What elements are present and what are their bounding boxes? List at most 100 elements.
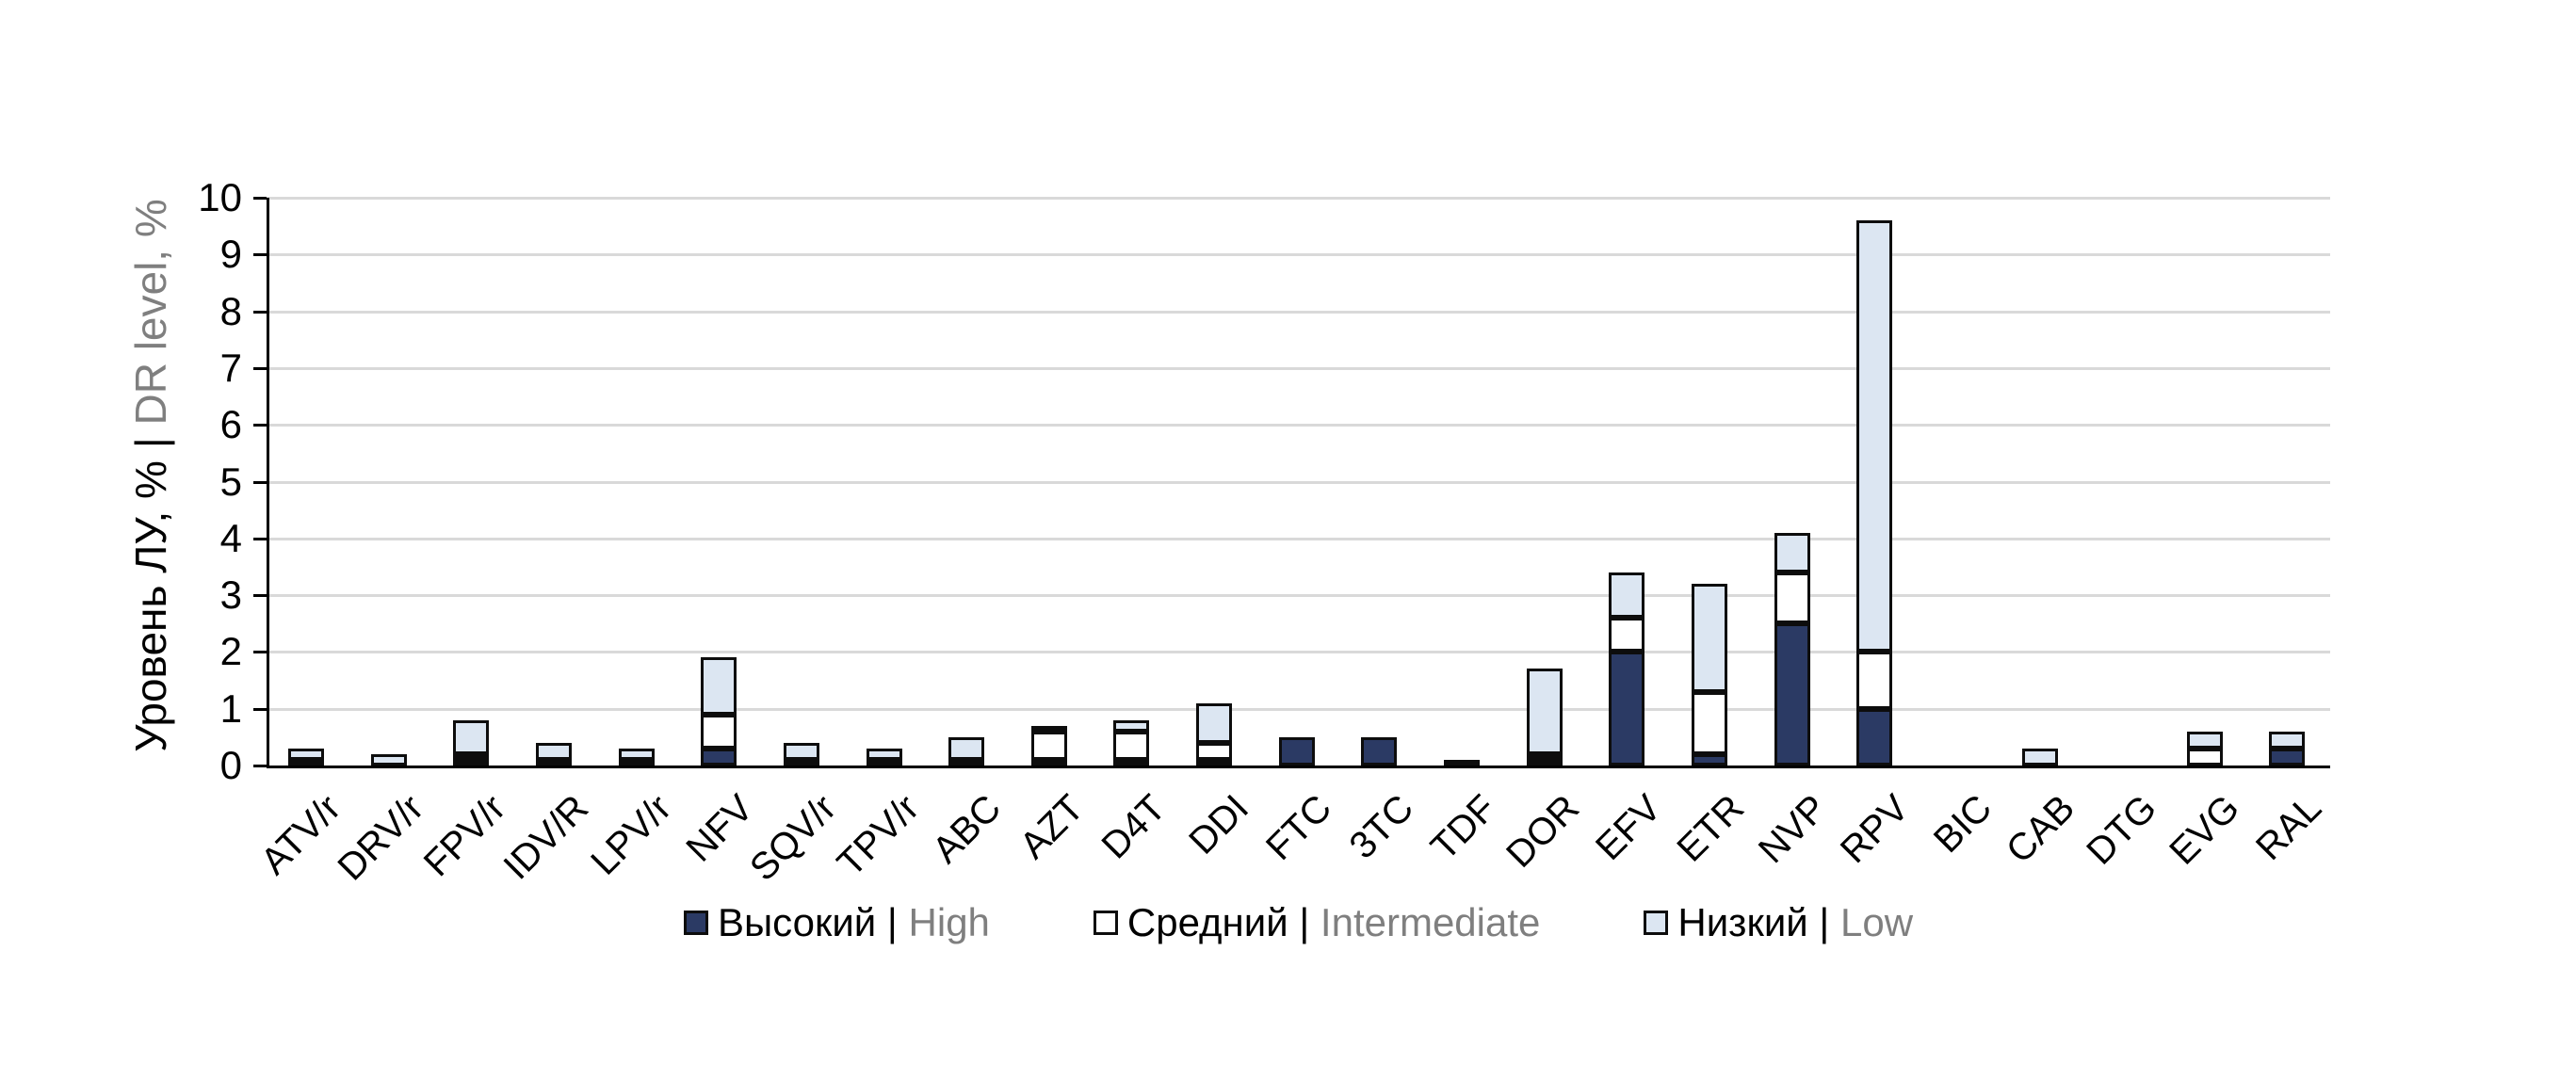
legend-label-en: High [908, 900, 990, 944]
y-tick-label: 1 [219, 685, 242, 731]
bar-segment-low [2021, 748, 2058, 766]
bar-segment-low [701, 657, 737, 715]
y-tick-label: 7 [219, 345, 242, 390]
legend-label-low: Низкий | Low [1677, 900, 1913, 945]
legend-label-en: Low [1840, 900, 1914, 944]
bar-segment-intermediate [618, 759, 655, 766]
bar-segment-low [1113, 719, 1150, 732]
bar-segment-high [1856, 708, 1893, 766]
legend-item-low: Низкий | Low [1644, 900, 1913, 945]
bar-segment-high [783, 759, 819, 766]
legend: Высокий | High Средний | Intermediate Низк… [267, 900, 2330, 945]
bar-segment-low [2269, 731, 2306, 749]
gridline [267, 594, 2330, 598]
bar-segment-low [866, 748, 902, 760]
y-axis-tick [253, 651, 267, 654]
y-axis-title: Уровень ЛУ, % | DR level, % [125, 199, 176, 752]
bar-segment-high [1609, 652, 1645, 766]
bar-segment-intermediate [1196, 742, 1233, 760]
y-axis-tick [253, 707, 267, 711]
gridline [267, 197, 2330, 200]
bar-segment-low [1609, 572, 1645, 619]
y-tick-label: 6 [219, 402, 242, 447]
bar-segment-intermediate [1113, 731, 1150, 760]
legend-label-high: Высокий | High [718, 900, 990, 945]
legend-swatch-high [683, 911, 708, 935]
y-axis-tick [253, 310, 267, 314]
bar-segment-intermediate [2186, 748, 2223, 766]
y-axis-title-en: DR level, % [126, 199, 175, 426]
bar-segment-intermediate [1030, 731, 1067, 760]
legend-swatch-intermediate [1093, 911, 1118, 935]
y-tick-label: 8 [219, 288, 242, 333]
y-tick-label: 2 [219, 629, 242, 674]
bar-segment-low [1774, 532, 1810, 572]
bar-segment-low [1856, 220, 1893, 653]
y-tick-label: 4 [219, 515, 242, 560]
gridline [267, 424, 2330, 427]
bar-segment-intermediate [453, 753, 490, 760]
bar-segment-low [453, 719, 490, 754]
bar-segment-low [1196, 702, 1233, 743]
y-axis-title-ru: Уровень ЛУ, % | [126, 437, 175, 752]
gridline [267, 480, 2330, 484]
bar-segment-low [783, 742, 819, 760]
gridline [267, 707, 2330, 711]
y-axis-tick [253, 424, 267, 427]
bar-segment-high [2269, 748, 2306, 766]
bar-segment-intermediate [1609, 618, 1645, 653]
bar-segment-low [370, 753, 407, 766]
bar-segment-low [1691, 584, 1727, 692]
bar-segment-high [1196, 759, 1233, 766]
bar-segment-low [948, 736, 985, 760]
bar-segment-high [1030, 759, 1067, 766]
legend-label-intermediate: Средний | Intermediate [1127, 900, 1540, 945]
y-tick-label: 5 [219, 459, 242, 504]
bar-segment-high [1113, 759, 1150, 766]
bar-segment-intermediate [701, 714, 737, 749]
gridline [267, 310, 2330, 314]
y-tick-label: 3 [219, 572, 242, 618]
bar-segment-high [948, 759, 985, 766]
legend-item-high: Высокий | High [683, 900, 990, 945]
gridline [267, 651, 2330, 654]
bar-segment-low [2186, 731, 2223, 749]
bar-segment-high [1361, 736, 1398, 766]
bar-segment-high [535, 759, 572, 766]
bar-segment-low [288, 748, 325, 760]
bar-segment-high [1278, 736, 1315, 766]
y-axis-tick [253, 480, 267, 484]
bar-segment-low [535, 742, 572, 760]
gridline [267, 253, 2330, 257]
y-axis-tick [253, 197, 267, 200]
bar-segment-low [1030, 725, 1067, 732]
bar-segment-low [618, 748, 655, 760]
y-axis-line [267, 198, 269, 768]
y-axis-tick [253, 594, 267, 598]
legend-label-ru: Высокий | [717, 900, 898, 944]
bar-segment-low [1526, 669, 1563, 754]
bar-segment-high [1774, 623, 1810, 766]
y-axis-tick [253, 765, 267, 767]
legend-label-ru: Низкий | [1677, 900, 1830, 944]
y-axis-tick [253, 366, 267, 370]
y-axis-tick [253, 253, 267, 257]
bar-segment-intermediate [866, 759, 902, 766]
legend-label-en: Intermediate [1320, 900, 1541, 944]
x-axis-line [267, 766, 2330, 768]
bar-segment-high [1444, 759, 1481, 766]
gridline [267, 537, 2330, 540]
legend-label-ru: Средний | [1126, 900, 1310, 944]
bar-segment-intermediate [1856, 652, 1893, 709]
legend-swatch-low [1644, 911, 1669, 935]
bar-segment-intermediate [1526, 753, 1563, 760]
bar-segment-intermediate [1774, 572, 1810, 624]
y-tick-label: 0 [219, 743, 242, 787]
gridline [267, 366, 2330, 370]
bar-segment-intermediate [1691, 691, 1727, 754]
legend-item-intermediate: Средний | Intermediate [1093, 900, 1540, 945]
bar-segment-high [288, 759, 325, 766]
y-tick-label: 9 [219, 232, 242, 277]
